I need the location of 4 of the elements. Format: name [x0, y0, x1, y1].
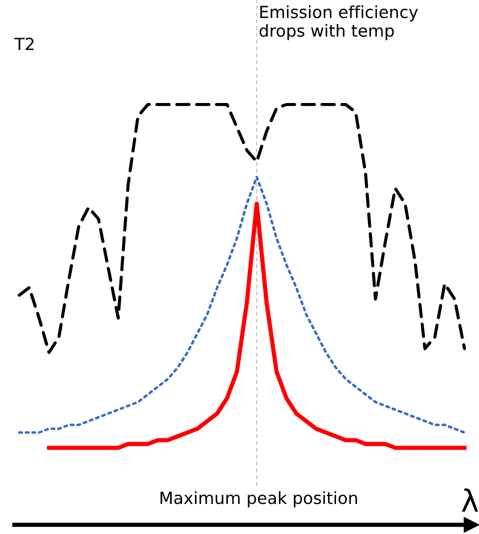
text: T2: [14, 38, 34, 50]
text: Emission efficiency drops with temp: [260, 5, 418, 40]
x-axis-title: λ: [462, 488, 478, 512]
text: Maximum peak position: [160, 491, 357, 508]
